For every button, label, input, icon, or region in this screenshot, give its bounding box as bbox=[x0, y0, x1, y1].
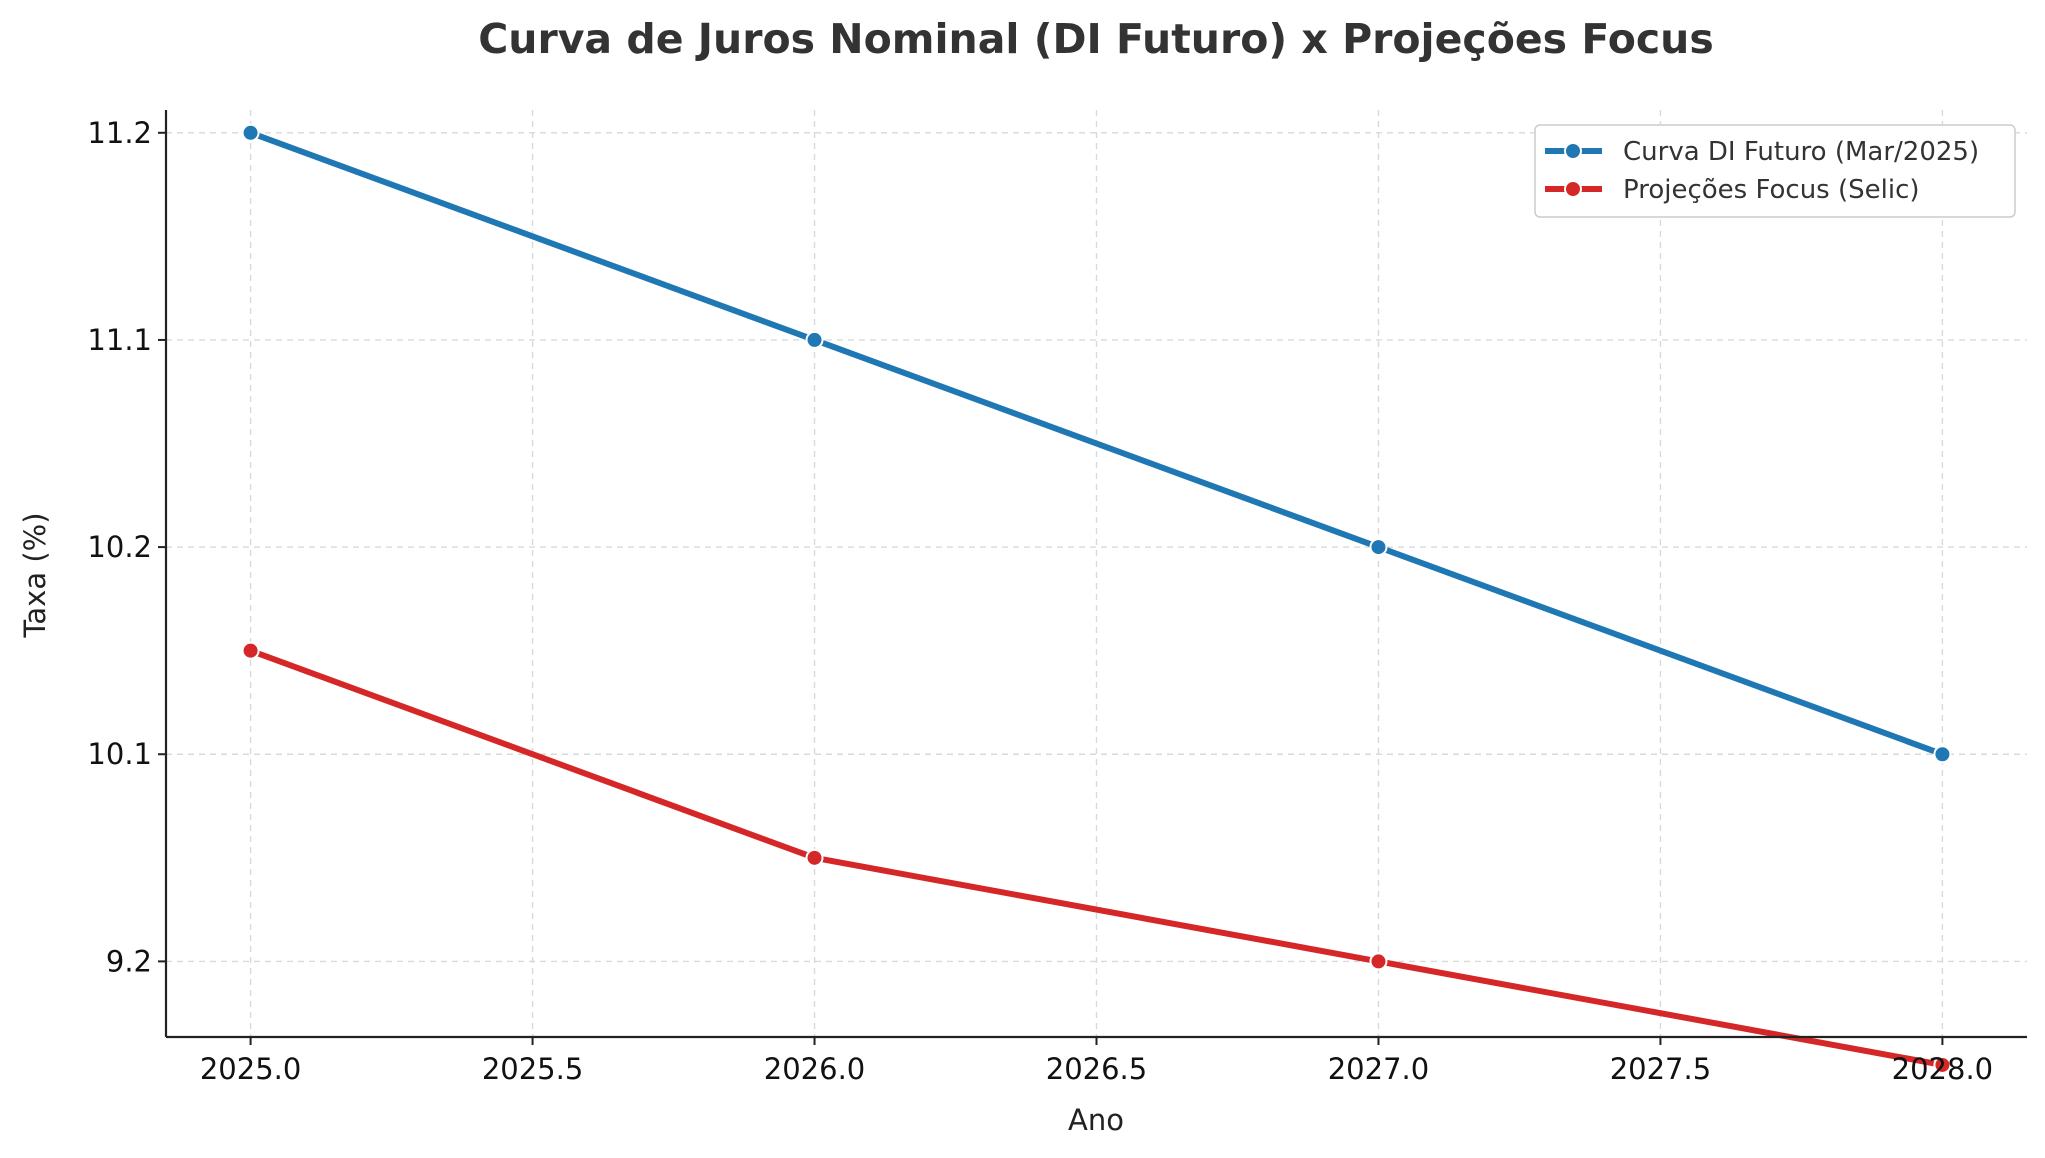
x-tick-label: 2027.5 bbox=[1610, 1052, 1711, 1086]
y-tick-label: 10.1 bbox=[87, 737, 152, 771]
x-tick-label: 2028.0 bbox=[1892, 1052, 1993, 1086]
x-tick-label: 2025.0 bbox=[200, 1052, 301, 1086]
y-axis-label: Taxa (%) bbox=[18, 512, 52, 638]
y-tick-label: 11.2 bbox=[87, 116, 152, 150]
y-tick-label: 10.2 bbox=[87, 530, 152, 564]
data-point bbox=[241, 123, 260, 142]
x-tick-label: 2025.5 bbox=[482, 1052, 583, 1086]
data-point bbox=[1933, 745, 1952, 764]
legend: Curva DI Futuro (Mar/2025) Projeções Focu… bbox=[1534, 124, 2016, 218]
legend-box bbox=[1534, 124, 2016, 218]
chart-title: Curva de Juros Nominal (DI Futuro) x Pro… bbox=[478, 15, 1714, 63]
legend-entry: Projeções Focus (Selic) bbox=[1623, 175, 1920, 205]
grid-lines bbox=[166, 110, 2027, 1037]
x-axis-label: Ano bbox=[1068, 1103, 1124, 1137]
data-point bbox=[1933, 1055, 1952, 1074]
series-line bbox=[247, 647, 1946, 1068]
legend-swatch-marker bbox=[1564, 142, 1582, 160]
data-point bbox=[1369, 538, 1388, 557]
tick-labels: 2025.0 2025.5 2026.0 2026.5 2027.0 2027.5 2028… bbox=[87, 116, 1993, 1086]
x-tick-label: 2027.0 bbox=[1328, 1052, 1429, 1086]
legend-entry: Curva DI Futuro (Mar/2025) bbox=[1623, 137, 1979, 167]
data-point bbox=[805, 848, 824, 867]
data-point bbox=[241, 641, 260, 660]
series-0 bbox=[241, 123, 1952, 764]
x-tick-label: 2026.5 bbox=[1046, 1052, 1147, 1086]
x-tick-label: 2026.0 bbox=[764, 1052, 865, 1086]
series-line bbox=[247, 129, 1946, 758]
data-point bbox=[1369, 952, 1388, 971]
series-1 bbox=[241, 641, 1952, 1074]
data-point bbox=[805, 330, 824, 349]
legend-swatch-marker bbox=[1564, 180, 1582, 198]
series-group bbox=[241, 123, 1952, 1074]
y-tick-label: 11.1 bbox=[87, 323, 152, 357]
y-tick-label: 9.2 bbox=[106, 944, 152, 978]
